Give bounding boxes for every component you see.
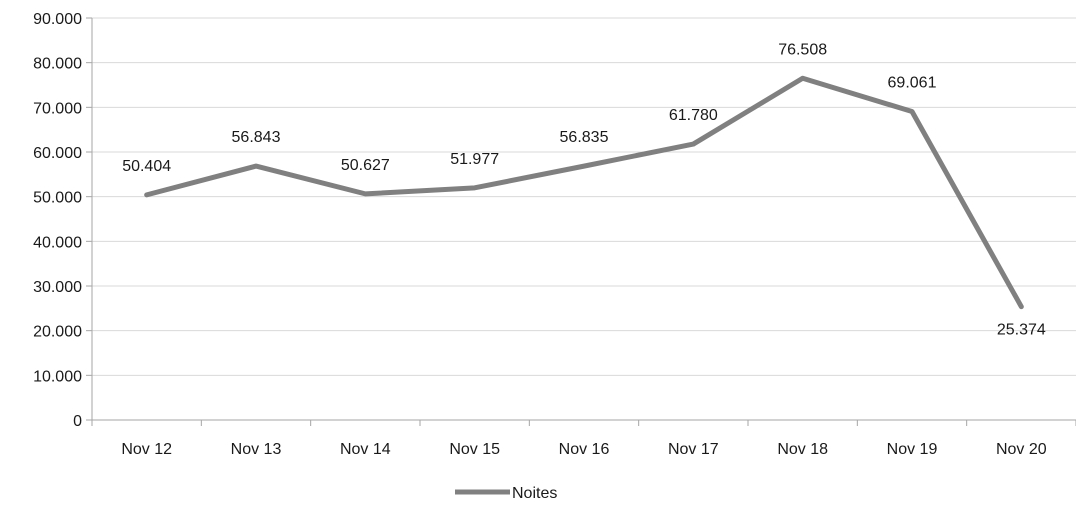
- x-tick-label: Nov 14: [340, 441, 391, 458]
- data-label: 76.508: [778, 41, 827, 58]
- data-labels: 50.404 56.843 50.627 51.977 56.835 61.780 76.5…: [122, 41, 1046, 338]
- legend-label-noites: Noites: [512, 485, 557, 502]
- series-line-noites: [144, 75, 1024, 310]
- data-label: 50.627: [341, 157, 390, 174]
- y-tick-label: 80.000: [33, 56, 82, 73]
- y-axis: 0 10.000 20.000 30.000 40.000 50.000 60.000 70.…: [33, 11, 93, 430]
- series-layer: [144, 75, 1024, 310]
- data-label: 69.061: [888, 75, 937, 92]
- x-tick-label: Nov 20: [996, 441, 1047, 458]
- data-label: 51.977: [450, 151, 499, 168]
- x-tick-label: Nov 18: [777, 441, 828, 458]
- data-label: 25.374: [997, 322, 1046, 339]
- x-axis: Nov 12 Nov 13 Nov 14 Nov 15 Nov 16 Nov 17 Nov …: [91, 419, 1076, 458]
- x-tick-label: Nov 19: [887, 441, 938, 458]
- legend: Noites: [455, 485, 557, 502]
- gridlines: [92, 17, 1076, 376]
- x-tick-label: Nov 12: [121, 441, 172, 458]
- y-tick-label: 60.000: [33, 145, 82, 162]
- data-label: 56.843: [232, 129, 281, 146]
- x-tick-label: Nov 16: [559, 441, 610, 458]
- x-tick-label: Nov 15: [449, 441, 500, 458]
- data-label: 56.835: [560, 129, 609, 146]
- data-label: 50.404: [122, 158, 171, 175]
- y-tick-label: 30.000: [33, 279, 82, 296]
- y-tick-label: 20.000: [33, 324, 82, 341]
- data-label: 61.780: [669, 107, 718, 124]
- y-tick-label: 70.000: [33, 100, 82, 117]
- y-tick-label: 10.000: [33, 368, 82, 385]
- y-tick-label: 0: [73, 413, 82, 430]
- x-tick-label: Nov 13: [231, 441, 282, 458]
- y-tick-label: 40.000: [33, 234, 82, 251]
- y-tick-label: 90.000: [33, 11, 82, 28]
- y-tick-label: 50.000: [33, 190, 82, 207]
- x-tick-label: Nov 17: [668, 441, 719, 458]
